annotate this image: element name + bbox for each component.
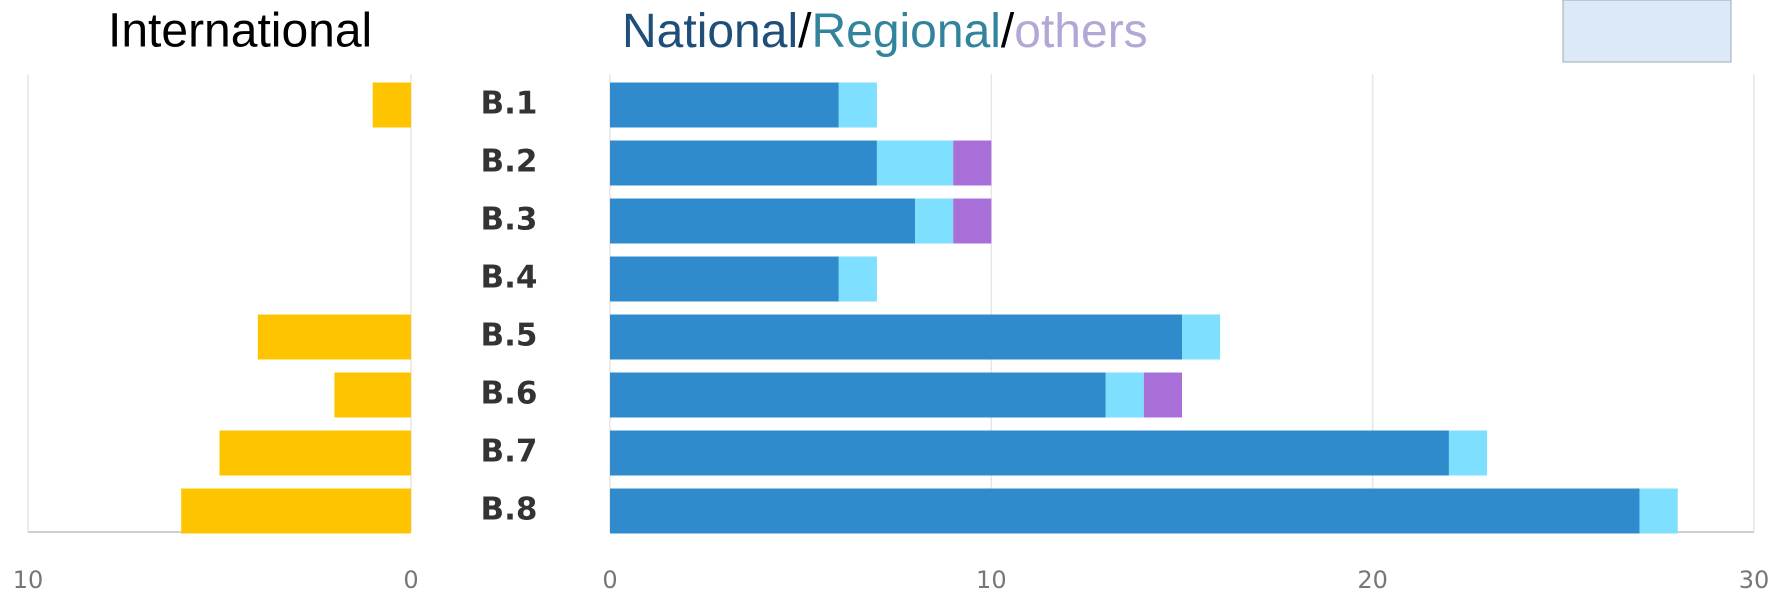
category-label: B.1	[481, 86, 538, 122]
bar-segment	[838, 82, 877, 128]
bar-segment	[953, 198, 992, 244]
title-separator: /	[798, 5, 812, 58]
bar-segment	[610, 140, 877, 186]
bar-segment	[1105, 372, 1144, 418]
category-label: B.8	[481, 492, 538, 528]
bar-segment	[610, 430, 1449, 476]
category-label: B.7	[481, 434, 538, 470]
x-tick-label: 20	[1357, 566, 1388, 594]
x-tick-label: 30	[1739, 566, 1770, 594]
international-title: International	[108, 5, 372, 58]
bar-segment	[610, 372, 1106, 418]
category-label: B.4	[481, 260, 538, 296]
bar-segment	[610, 488, 1640, 534]
bar-segment	[838, 256, 877, 302]
bar	[372, 82, 411, 128]
category-label: B.2	[481, 144, 538, 180]
bar	[334, 372, 411, 418]
category-label: B.3	[481, 202, 538, 238]
bar-segment	[953, 140, 992, 186]
title-separator: /	[1001, 5, 1015, 58]
category-label: B.5	[481, 318, 538, 354]
bar-segment	[1448, 430, 1488, 476]
bar-segment	[1143, 372, 1182, 418]
x-tick-label: 10	[13, 566, 44, 594]
bar-segment	[876, 140, 954, 186]
x-tick-label: 0	[403, 566, 418, 594]
bar-segment	[1639, 488, 1678, 534]
bar-segment	[610, 198, 916, 244]
title-part: National	[622, 5, 798, 58]
title-part: others	[1014, 5, 1147, 58]
bar-segment	[915, 198, 954, 244]
national-title: National/Regional/others	[622, 5, 1148, 58]
bar-segment	[610, 82, 839, 128]
bar	[257, 314, 411, 360]
x-tick-label: 0	[602, 566, 617, 594]
category-label: B.6	[481, 376, 538, 412]
thumbnail-image	[1562, 0, 1732, 63]
bar-segment	[610, 314, 1182, 360]
title-part: Regional	[811, 5, 1000, 58]
x-tick-label: 10	[976, 566, 1007, 594]
bar-segment	[610, 256, 839, 302]
bar	[181, 488, 411, 534]
bar	[219, 430, 411, 476]
bar-segment	[1182, 314, 1221, 360]
